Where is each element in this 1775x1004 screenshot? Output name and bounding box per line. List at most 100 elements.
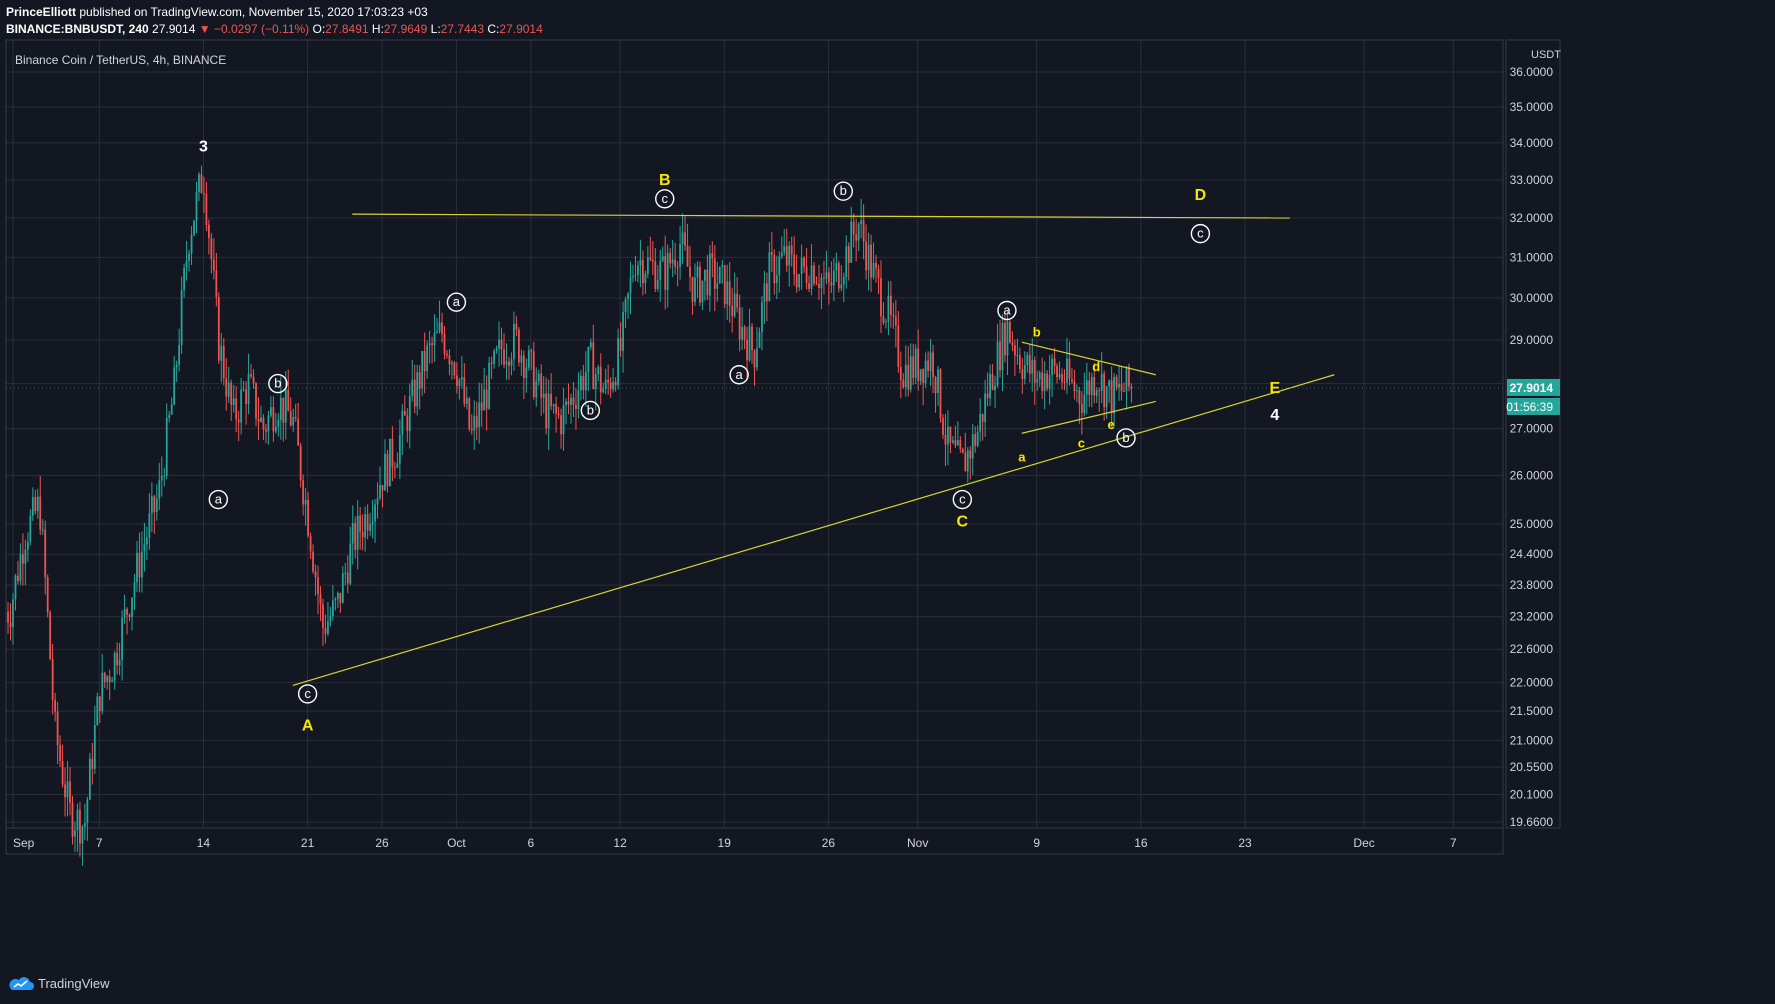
candle-body: [34, 497, 37, 512]
candle-body: [1068, 358, 1071, 379]
candle-body: [495, 348, 498, 351]
candle-body: [277, 420, 280, 427]
cloud-logo-icon: [9, 976, 34, 990]
candle-body: [220, 345, 223, 361]
candle-body: [825, 272, 828, 279]
candle-body: [872, 262, 875, 278]
candle-body: [155, 498, 158, 512]
candle-body: [517, 329, 520, 363]
candle-body: [242, 389, 245, 391]
candle-body: [485, 389, 488, 409]
candle-body: [269, 407, 272, 416]
candle-body: [297, 418, 300, 446]
candle-body: [909, 356, 912, 390]
candle-body: [391, 438, 394, 468]
candle-body: [1071, 378, 1073, 382]
candle-body: [364, 514, 367, 538]
candle-body: [148, 513, 151, 538]
candle-body: [245, 389, 247, 404]
candle-body: [267, 415, 270, 432]
trendlines: [6, 213, 1503, 686]
candle-body: [790, 245, 793, 255]
wave-label: E: [1269, 380, 1280, 397]
candle-body: [676, 266, 679, 268]
candle-body: [942, 418, 944, 435]
candle-body: [118, 659, 121, 666]
candle-body: [1031, 360, 1034, 374]
candle-body: [594, 374, 597, 389]
candle-body: [991, 373, 994, 391]
candle-body: [1038, 372, 1041, 380]
candle-body: [250, 374, 252, 377]
candle-body: [185, 260, 188, 268]
candle-body: [664, 256, 667, 290]
candle-body: [622, 312, 624, 351]
candle-body: [274, 426, 277, 432]
trendline: [1021, 400, 1156, 434]
candle-body: [470, 428, 473, 431]
candle-body: [627, 293, 629, 300]
wave-circle: [1116, 428, 1136, 448]
candle-body: [403, 410, 406, 416]
candle-body: [262, 417, 265, 430]
candle-body: [1046, 373, 1049, 389]
candle-body: [651, 259, 654, 262]
time-axis[interactable]: Sep 7 14 21 26 Oct 6 12 19 26 Nov 9 16 23 Dec 7: [13, 836, 1457, 850]
candle-body: [694, 277, 696, 302]
candle-body: [845, 246, 848, 278]
price-tick-label: 32.0000: [1510, 211, 1554, 225]
candle-body: [307, 499, 309, 536]
candle-body: [582, 375, 585, 391]
candle-body: [401, 410, 404, 436]
candle-body: [411, 379, 414, 397]
author-name[interactable]: PrinceElliott: [6, 5, 77, 19]
tradingview-logo[interactable]: TradingView: [8, 976, 110, 991]
symbol: BINANCE:BNBUSDT, 240: [6, 22, 149, 36]
candle-body: [59, 745, 61, 762]
candle-body: [1075, 390, 1078, 392]
candle-body: [98, 696, 101, 712]
candle-body: [396, 463, 399, 468]
candle-body: [463, 377, 466, 404]
wave-circle: [297, 684, 318, 704]
candle-body: [748, 326, 751, 361]
candle-body: [369, 524, 371, 531]
candle-body: [294, 416, 297, 419]
candle-body: [272, 407, 275, 432]
price-axis[interactable]: 36.0000 35.0000 34.0000 33.0000 32.0000 31.00…: [1506, 49, 1561, 829]
price-tick-label: 34.0000: [1510, 136, 1554, 150]
candle-body: [200, 174, 203, 193]
candle-body: [128, 614, 131, 618]
wave-label: b: [587, 402, 594, 417]
candle-body: [493, 350, 495, 364]
candle-body: [257, 418, 260, 422]
candle-body: [1058, 374, 1061, 378]
candle-body: [260, 417, 262, 422]
candle-body: [309, 535, 312, 552]
candle-body: [818, 283, 820, 288]
candle-body: [165, 418, 168, 476]
candle-body: [602, 388, 605, 393]
time-tick-label: 7: [96, 836, 103, 850]
candle-body: [1018, 354, 1021, 369]
candle-body: [986, 393, 989, 399]
candle-body: [770, 252, 773, 255]
candle-body: [979, 414, 982, 432]
candle-body: [123, 608, 126, 618]
candle-body: [966, 450, 969, 472]
wave-circle: [446, 292, 467, 312]
time-tick-label: 21: [301, 836, 315, 850]
chart-frame: [5, 39, 1561, 855]
time-tick-label: 9: [1033, 836, 1040, 850]
candle-body: [141, 551, 143, 578]
candle-body: [81, 826, 84, 844]
candle-body: [1009, 321, 1011, 343]
candle-body: [371, 521, 374, 525]
candle-body: [721, 265, 724, 267]
candle-body: [322, 604, 324, 629]
time-tick-label: 14: [197, 836, 211, 850]
candle-body: [1083, 394, 1086, 413]
candle-body: [870, 244, 872, 278]
